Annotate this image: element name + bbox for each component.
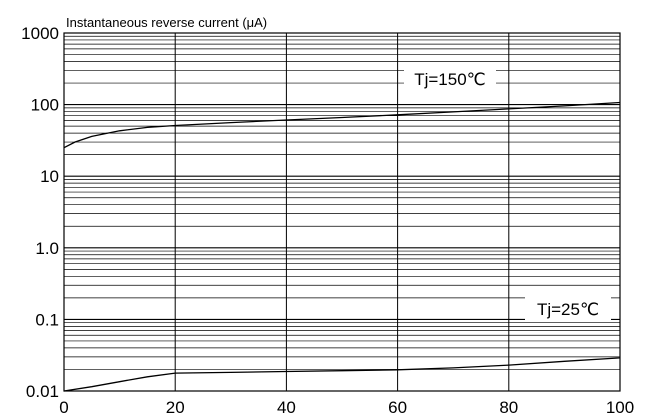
series-label: Tj=150℃ [414,70,486,89]
x-tick-label: 60 [388,398,407,417]
y-tick-label: 1000 [21,24,59,43]
series-label: Tj=25℃ [537,300,599,319]
x-tick-label: 100 [606,398,634,417]
y-tick-label: 0.01 [26,382,59,401]
y-tick-label: 10 [40,167,59,186]
tick-labels: 0 20 40 60 80 100 1000 100 10 1.0 0.1 0.01 [21,24,634,417]
y-axis-title: Instantaneous reverse current (μA) [66,15,267,30]
y-tick-label: 0.1 [35,310,59,329]
series-label-mask [404,67,496,91]
series-lines [63,101,621,392]
x-tick-label: 40 [277,398,296,417]
series-line [63,357,621,392]
x-tick-label: 80 [499,398,518,417]
series-line [63,101,621,149]
x-tick-label: 20 [166,398,185,417]
y-tick-label: 1.0 [35,239,59,258]
series-labels: Tj=150℃ Tj=25℃ [404,67,611,321]
y-tick-label: 100 [31,96,59,115]
series-label-mask [525,297,611,321]
plot-frame [63,32,621,392]
x-tick-label: 0 [59,398,68,417]
